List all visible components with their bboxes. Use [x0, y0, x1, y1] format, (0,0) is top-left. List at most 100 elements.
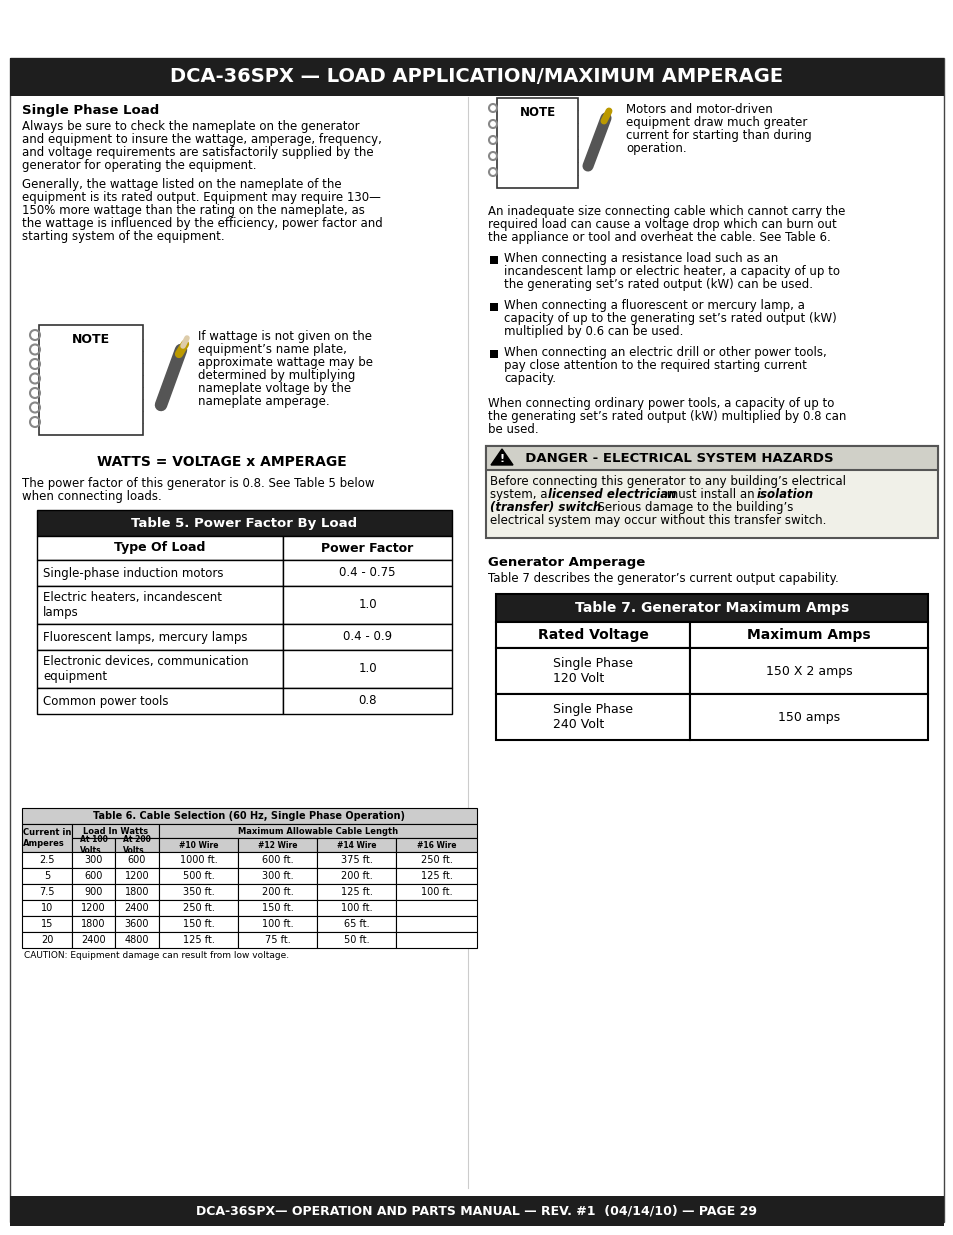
Text: 1000 ft.: 1000 ft.: [179, 855, 217, 864]
Bar: [115, 839, 159, 852]
Text: equipment’s name plate,: equipment’s name plate,: [198, 343, 347, 356]
Bar: [283, 650, 452, 688]
Text: 200 ft.: 200 ft.: [340, 871, 372, 881]
Text: and equipment to insure the wattage, amperage, frequency,: and equipment to insure the wattage, amp…: [22, 133, 381, 146]
Text: Table 5. Power Factor By Load: Table 5. Power Factor By Load: [132, 516, 357, 530]
Bar: [115, 916, 159, 932]
Text: At 100
Volts: At 100 Volts: [79, 835, 108, 855]
Bar: [395, 884, 476, 900]
Bar: [395, 932, 476, 948]
Text: 600 ft.: 600 ft.: [261, 855, 293, 864]
Text: #14 Wire: #14 Wire: [336, 841, 375, 850]
Bar: [689, 648, 927, 694]
Text: required load can cause a voltage drop which can burn out: required load can cause a voltage drop w…: [488, 219, 836, 231]
Bar: [395, 868, 476, 884]
Text: Generator Amperage: Generator Amperage: [488, 556, 644, 569]
Bar: [485, 446, 937, 538]
Bar: [496, 648, 689, 694]
Bar: [316, 839, 395, 852]
Bar: [159, 868, 237, 884]
Text: 900: 900: [84, 887, 103, 897]
Text: At 200
Volts: At 200 Volts: [123, 835, 151, 855]
Bar: [22, 932, 71, 948]
Text: Table 7. Generator Maximum Amps: Table 7. Generator Maximum Amps: [575, 601, 848, 615]
Bar: [316, 932, 395, 948]
Bar: [22, 808, 476, 824]
Text: 100 ft.: 100 ft.: [420, 887, 452, 897]
Bar: [237, 839, 316, 852]
Text: 5: 5: [44, 871, 51, 881]
Bar: [159, 839, 237, 852]
Bar: [159, 900, 237, 916]
Text: 1800: 1800: [81, 919, 106, 929]
Text: approximate wattage may be: approximate wattage may be: [198, 356, 373, 369]
Text: 300 ft.: 300 ft.: [261, 871, 293, 881]
Text: 2400: 2400: [81, 935, 106, 945]
Text: DANGER - ELECTRICAL SYSTEM HAZARDS: DANGER - ELECTRICAL SYSTEM HAZARDS: [516, 452, 833, 464]
Text: 3600: 3600: [125, 919, 149, 929]
Text: 100 ft.: 100 ft.: [340, 903, 372, 913]
Bar: [283, 624, 452, 650]
Bar: [115, 868, 159, 884]
Bar: [22, 900, 71, 916]
Text: 250 ft.: 250 ft.: [420, 855, 452, 864]
Text: Maximum Allowable Cable Length: Maximum Allowable Cable Length: [237, 826, 397, 836]
Text: Always be sure to check the nameplate on the generator: Always be sure to check the nameplate on…: [22, 120, 359, 133]
Text: 1200: 1200: [81, 903, 106, 913]
Text: the wattage is influenced by the efficiency, power factor and: the wattage is influenced by the efficie…: [22, 217, 382, 230]
Text: Type Of Load: Type Of Load: [114, 541, 206, 555]
Text: NOTE: NOTE: [518, 106, 555, 119]
Text: 200 ft.: 200 ft.: [261, 887, 294, 897]
Bar: [283, 688, 452, 714]
Text: 0.8: 0.8: [358, 694, 376, 708]
Text: Single-phase induction motors: Single-phase induction motors: [43, 567, 223, 579]
Bar: [485, 446, 937, 471]
Text: 125 ft.: 125 ft.: [420, 871, 452, 881]
Text: Generally, the wattage listed on the nameplate of the: Generally, the wattage listed on the nam…: [22, 178, 341, 191]
Text: 350 ft.: 350 ft.: [182, 887, 214, 897]
Text: NOTE: NOTE: [71, 333, 110, 346]
Bar: [496, 694, 689, 740]
Text: 1.0: 1.0: [357, 662, 376, 676]
Bar: [37, 650, 283, 688]
Text: When connecting a fluorescent or mercury lamp, a: When connecting a fluorescent or mercury…: [503, 299, 804, 312]
Text: 0.4 - 0.75: 0.4 - 0.75: [339, 567, 395, 579]
Text: (transfer) switch: (transfer) switch: [490, 501, 600, 514]
Bar: [159, 932, 237, 948]
Text: #10 Wire: #10 Wire: [178, 841, 218, 850]
Bar: [395, 839, 476, 852]
Bar: [237, 868, 316, 884]
Text: equipment is its rated output. Equipment may require 130—: equipment is its rated output. Equipment…: [22, 191, 380, 204]
Text: operation.: operation.: [625, 142, 686, 156]
Text: 20: 20: [41, 935, 53, 945]
Text: Current in
Amperes: Current in Amperes: [23, 829, 71, 847]
Text: pay close attention to the required starting current: pay close attention to the required star…: [503, 359, 806, 372]
Text: 50 ft.: 50 ft.: [343, 935, 369, 945]
Bar: [496, 594, 927, 622]
Bar: [689, 694, 927, 740]
Text: 375 ft.: 375 ft.: [340, 855, 372, 864]
Text: 0.4 - 0.9: 0.4 - 0.9: [342, 631, 392, 643]
Text: equipment draw much greater: equipment draw much greater: [625, 116, 806, 128]
Text: Table 7 describes the generator’s current output capability.: Table 7 describes the generator’s curren…: [488, 572, 838, 585]
Bar: [71, 884, 115, 900]
Text: 75 ft.: 75 ft.: [264, 935, 290, 945]
Text: capacity of up to the generating set’s rated output (kW): capacity of up to the generating set’s r…: [503, 312, 836, 325]
Text: 10: 10: [41, 903, 53, 913]
Bar: [71, 900, 115, 916]
Bar: [115, 884, 159, 900]
Text: 4800: 4800: [125, 935, 149, 945]
Text: multiplied by 0.6 can be used.: multiplied by 0.6 can be used.: [503, 325, 682, 338]
Text: nameplate amperage.: nameplate amperage.: [198, 395, 330, 408]
Bar: [22, 916, 71, 932]
Text: the appliance or tool and overheat the cable. See Table 6.: the appliance or tool and overheat the c…: [488, 231, 830, 245]
Text: 150% more wattage than the rating on the nameplate, as: 150% more wattage than the rating on the…: [22, 204, 364, 217]
Text: Fluorescent lamps, mercury lamps: Fluorescent lamps, mercury lamps: [43, 631, 247, 643]
Text: 250 ft.: 250 ft.: [182, 903, 214, 913]
Bar: [37, 585, 283, 624]
Bar: [37, 559, 283, 585]
Text: 2.5: 2.5: [39, 855, 54, 864]
Text: 150 ft.: 150 ft.: [261, 903, 294, 913]
Text: current for starting than during: current for starting than during: [625, 128, 811, 142]
Text: Electronic devices, communication
equipment: Electronic devices, communication equipm…: [43, 655, 249, 683]
